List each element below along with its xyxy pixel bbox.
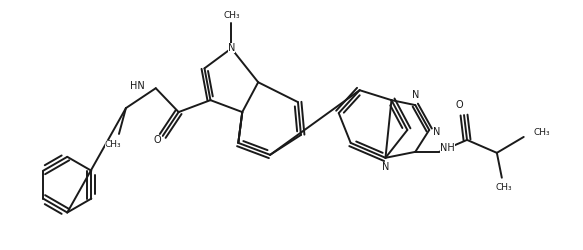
Text: N: N (227, 44, 235, 54)
Text: CH₃: CH₃ (105, 140, 121, 149)
Text: CH₃: CH₃ (533, 128, 550, 138)
Text: N: N (382, 162, 389, 172)
Text: O: O (154, 135, 161, 145)
Text: N: N (433, 127, 441, 137)
Text: CH₃: CH₃ (223, 11, 240, 20)
Text: CH₃: CH₃ (496, 183, 512, 192)
Text: HN: HN (130, 81, 145, 91)
Text: N: N (412, 90, 419, 100)
Text: O: O (455, 100, 463, 110)
Text: NH: NH (440, 143, 455, 153)
